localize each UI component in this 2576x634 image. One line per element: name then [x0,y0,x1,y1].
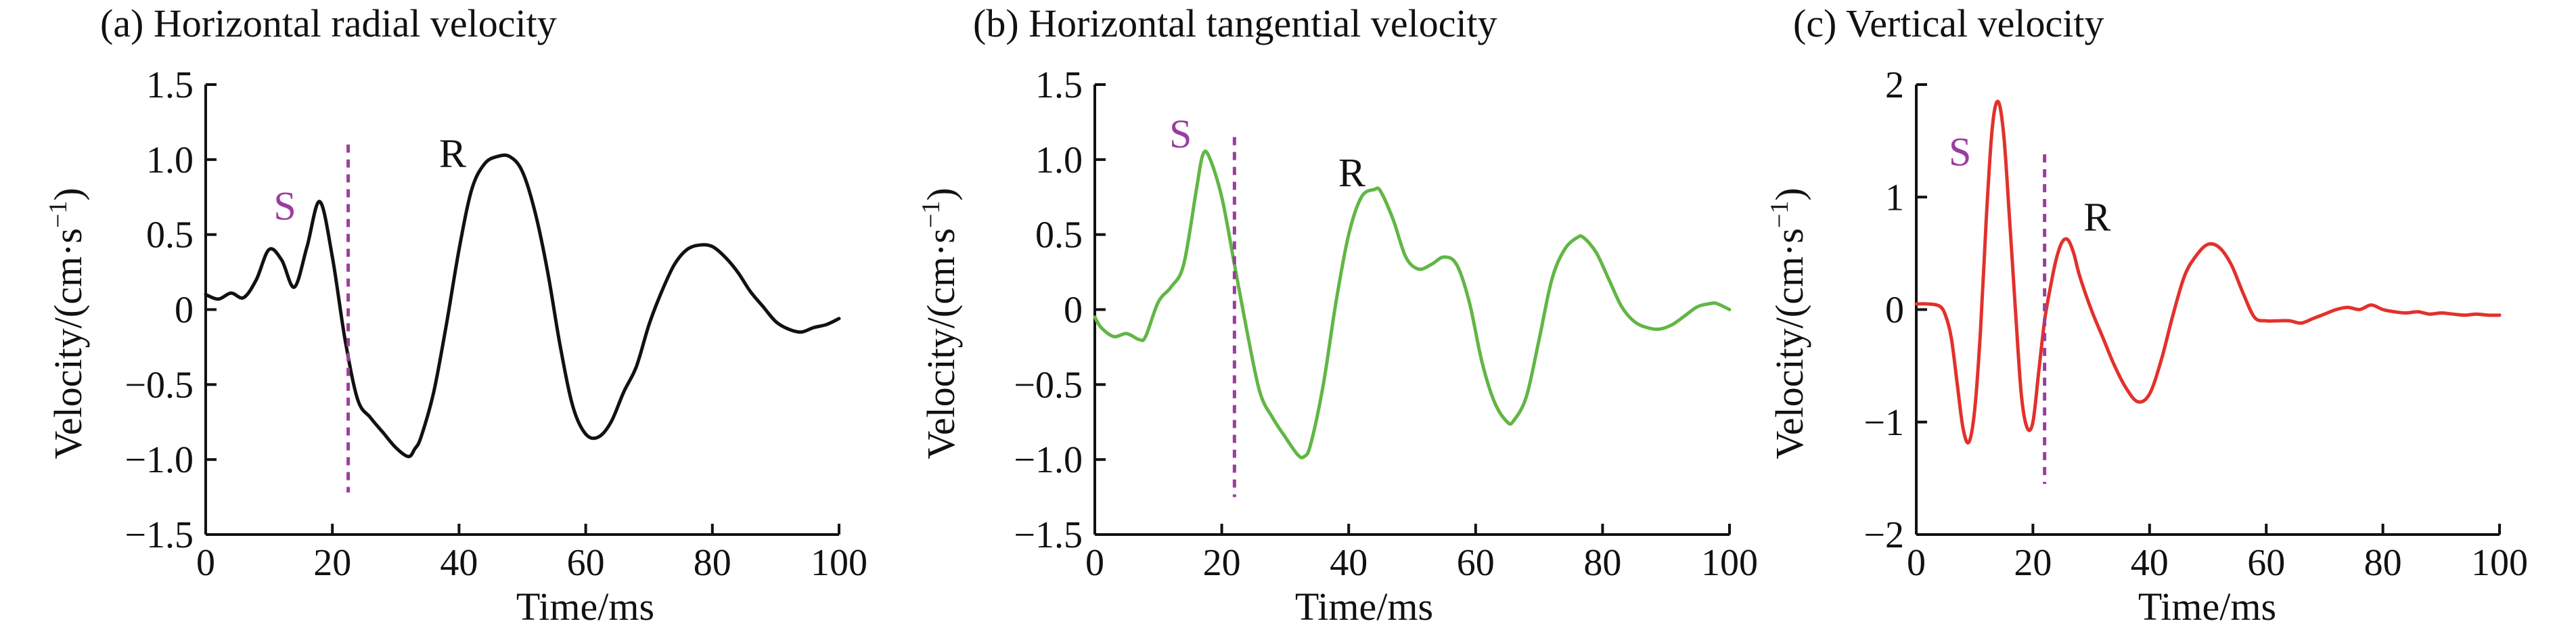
y-tick-label: 1.5 [1035,64,1083,106]
y-tick-label: −1.5 [125,514,194,556]
x-tick-label: 0 [196,542,215,584]
x-tick-label: 80 [2364,542,2402,584]
y-axis-label: Velocity/(cm·s−1) [44,187,90,459]
series-line [204,153,841,459]
annotation-s: S [1949,130,1971,175]
x-tick-label: 20 [2014,542,2052,584]
annotation-r: R [2083,195,2110,240]
x-tick-label: 0 [1085,542,1104,584]
annotation-s: S [1169,112,1192,156]
x-tick-label: 100 [2471,542,2528,584]
panel-a: (a) Horizontal radial velocity −1.5−1.0−… [44,1,867,629]
y-axis-label-main: Velocity/(cm·s [1767,228,1811,459]
y-axis-label-superscript: −1 [44,201,72,228]
y-tick-label: 0 [175,290,194,332]
y-tick-label: 0.5 [1035,214,1083,256]
x-tick-label: 60 [2247,542,2285,584]
y-tick-label: 0 [1064,290,1083,332]
y-axis-label-main: Velocity/(cm·s [46,228,90,459]
chart-title: (b) Horizontal tangential velocity [973,1,1497,45]
series-line [1093,149,1732,459]
y-tick-label: 0 [1885,290,1904,332]
x-tick-label: 20 [1203,542,1241,584]
x-tick-label: 40 [2131,542,2169,584]
y-tick-label: 1.0 [1035,139,1083,181]
y-tick-label: 1.5 [146,64,194,106]
x-axis-label: Time/ms [516,585,654,629]
y-axis-label-main: Velocity/(cm·s [919,228,963,459]
y-tick-label: 0.5 [146,214,194,256]
x-tick-label: 80 [1583,542,1621,584]
y-axis-label-close: ) [919,187,963,200]
annotation-s: S [273,184,296,229]
y-axis-label-superscript: −1 [1765,201,1794,228]
x-tick-label: 100 [811,542,867,584]
x-tick-label: 40 [1330,542,1368,584]
x-tick-label: 80 [694,542,731,584]
x-tick-label: 20 [313,542,351,584]
chart-title: (c) Vertical velocity [1793,1,2104,45]
x-tick-label: 60 [567,542,605,584]
plot-area: −1.5 −1.0 −0.5 0 0.5 1.0 1.5 0 20 40 60 80 100 S R [125,64,867,584]
y-tick-label: −1.0 [1014,439,1083,481]
x-tick-label: 40 [440,542,478,584]
y-axis-label-close: ) [46,187,90,200]
series-line [1914,99,2502,445]
y-tick-label: 1.0 [146,139,194,181]
y-tick-label: −2 [1863,514,1904,556]
y-tick-label: −1.0 [125,439,194,481]
y-axis-label-superscript: −1 [917,201,945,228]
y-tick-label: −1 [1863,402,1904,444]
y-tick-label: −0.5 [125,364,194,406]
y-axis-label-close: ) [1767,187,1811,200]
y-tick-label: 1 [1885,177,1904,219]
annotation-r: R [1338,151,1365,196]
x-axis-label: Time/ms [2138,585,2276,629]
y-axis-label: Velocity/(cm·s−1) [1765,187,1811,459]
x-axis-label: Time/ms [1295,585,1433,629]
plot-area: −1.5 −1.0 −0.5 0 0.5 1.0 1.5 0 20 40 60 80 100 S R [1014,64,1758,584]
x-tick-label: 100 [1701,542,1758,584]
y-tick-label: 2 [1885,64,1904,106]
y-axis-label: Velocity/(cm·s−1) [917,187,963,459]
panel-b: (b) Horizontal tangential velocity −1.5−… [917,1,1758,629]
annotation-r: R [439,131,466,176]
y-tick-label: −0.5 [1014,364,1083,406]
x-tick-label: 60 [1457,542,1495,584]
y-tick-label: −1.5 [1014,514,1083,556]
x-tick-label: 0 [1907,542,1926,584]
chart-title: (a) Horizontal radial velocity [100,1,557,45]
